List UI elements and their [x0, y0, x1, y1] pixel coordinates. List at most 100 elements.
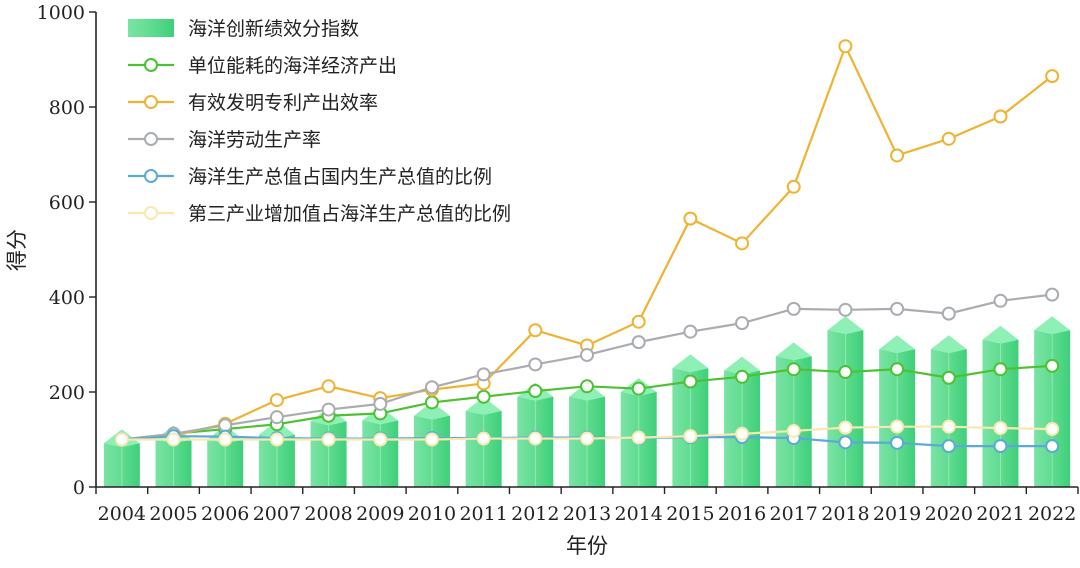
data-point — [683, 429, 698, 444]
data-point — [1045, 358, 1060, 373]
x-tick-label: 2015 — [666, 503, 714, 525]
data-point — [528, 384, 543, 399]
x-tick-label: 2020 — [925, 503, 973, 525]
data-point — [838, 302, 853, 317]
data-point — [528, 323, 543, 338]
x-tick-label: 2022 — [1028, 503, 1076, 525]
legend-item: 海洋创新绩效分指数 — [128, 18, 359, 40]
data-point — [890, 301, 905, 316]
data-point — [631, 430, 646, 445]
data-point — [631, 314, 646, 329]
y-axis-title: 得分 — [5, 229, 29, 271]
data-point — [269, 432, 284, 447]
legend-label: 海洋劳动生产率 — [188, 129, 321, 151]
bar — [827, 316, 864, 487]
x-tick-label: 2011 — [459, 503, 507, 525]
x-tick-label: 2018 — [821, 503, 869, 525]
data-point — [993, 421, 1008, 436]
bar-body — [103, 443, 140, 487]
legend-item: 第三产业增加值占海洋生产总值的比例 — [128, 203, 511, 225]
bar-cap — [879, 335, 916, 354]
data-point — [269, 410, 284, 425]
data-point — [1045, 422, 1060, 437]
data-point — [941, 306, 956, 321]
data-point — [786, 423, 801, 438]
legend-label: 第三产业增加值占海洋生产总值的比例 — [188, 203, 511, 225]
x-tick-label: 2019 — [873, 503, 921, 525]
legend-label: 单位能耗的海洋经济产出 — [188, 55, 397, 77]
y-tick-label: 400 — [49, 287, 85, 309]
data-point — [993, 362, 1008, 377]
x-tick-label: 2013 — [563, 503, 611, 525]
bar-body — [827, 330, 864, 487]
data-point — [580, 431, 594, 446]
bar — [982, 325, 1019, 487]
x-tick-label: 2016 — [718, 503, 766, 525]
bar-cap — [1034, 316, 1071, 335]
data-point — [683, 211, 698, 226]
legend-item: 单位能耗的海洋经济产出 — [128, 55, 397, 77]
legend-marker — [144, 95, 158, 109]
data-point — [941, 131, 956, 146]
legend-label: 有效发明专利产出效率 — [188, 92, 378, 114]
data-point — [476, 431, 491, 446]
series-line — [114, 419, 1060, 447]
data-point — [993, 293, 1008, 308]
data-point — [1045, 287, 1060, 302]
data-point — [838, 39, 853, 54]
x-tick-label: 2009 — [356, 503, 404, 525]
legend-swatch — [128, 19, 174, 37]
data-point — [424, 432, 439, 447]
data-point — [631, 381, 646, 396]
bar-body — [413, 415, 450, 487]
data-point — [476, 389, 491, 404]
data-point — [580, 347, 594, 362]
data-point — [890, 419, 905, 434]
data-point — [683, 374, 698, 389]
y-ticks: 0 200 400 600 800 1000 — [37, 2, 96, 499]
legend-marker — [144, 169, 158, 183]
data-point — [321, 379, 336, 394]
x-tick-label: 2021 — [976, 503, 1024, 525]
data-point — [786, 362, 801, 377]
bar — [1034, 316, 1071, 487]
bar-cap — [827, 316, 864, 335]
data-point — [683, 324, 698, 339]
x-tick-label: 2006 — [201, 503, 249, 525]
legend-marker — [144, 58, 158, 72]
bar-cap — [724, 356, 761, 375]
bar-cap — [930, 335, 967, 354]
data-point — [114, 432, 129, 447]
bar-body — [207, 439, 244, 487]
data-point — [528, 357, 543, 372]
data-point — [476, 367, 491, 382]
data-point — [993, 439, 1008, 454]
axes — [95, 12, 1078, 488]
data-point — [890, 362, 905, 377]
data-point — [735, 316, 750, 331]
bar-cap — [465, 397, 502, 415]
x-tick-label: 2004 — [98, 503, 146, 525]
bar-series — [103, 316, 1071, 487]
data-point — [528, 431, 543, 446]
data-point — [218, 432, 233, 447]
data-point — [838, 365, 853, 380]
data-point — [941, 370, 956, 385]
bar-body — [1034, 330, 1071, 487]
legend-item: 有效发明专利产出效率 — [128, 92, 378, 114]
data-point — [786, 179, 801, 194]
data-point — [786, 301, 801, 316]
y-tick-label: 1000 — [37, 2, 85, 24]
data-point — [890, 435, 905, 450]
bar-cap — [982, 325, 1019, 344]
x-tick-label: 2017 — [770, 503, 818, 525]
y-tick-label: 600 — [49, 192, 85, 214]
bar-cap — [775, 342, 812, 361]
legend: 海洋创新绩效分指数单位能耗的海洋经济产出有效发明专利产出效率海洋劳动生产率海洋生… — [128, 18, 511, 225]
bar — [413, 401, 450, 487]
data-point — [373, 396, 388, 411]
legend-item: 海洋生产总值占国内生产总值的比例 — [128, 166, 492, 188]
data-point — [373, 432, 388, 447]
bar-body — [155, 439, 192, 487]
